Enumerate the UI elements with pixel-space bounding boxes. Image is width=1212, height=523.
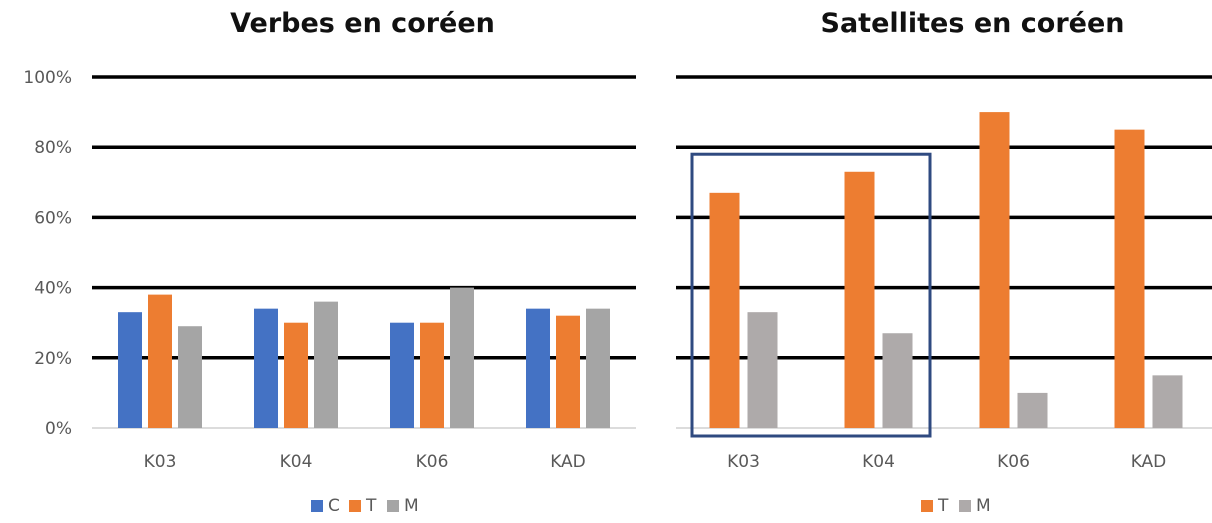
x-tick-label: KAD: [550, 452, 586, 472]
bar-C-K03: [118, 312, 142, 428]
legend-label-C: C: [328, 496, 340, 516]
bar-M-KAD: [1152, 375, 1183, 428]
bar-T-KAD: [1114, 129, 1145, 428]
legend-label-M: M: [976, 496, 991, 516]
bar-C-K04: [254, 308, 278, 428]
legend-label-T: T: [365, 496, 377, 516]
bar-T-K04: [284, 322, 308, 428]
legend-swatch-T: [921, 500, 933, 512]
x-tick-label: KAD: [1131, 452, 1167, 472]
bar-T-K03: [709, 192, 740, 428]
y-tick-label: 100%: [23, 68, 72, 88]
legend-label-M: M: [404, 496, 419, 516]
bar-C-K06: [390, 322, 414, 428]
bar-M-K06: [450, 287, 474, 428]
x-tick-label: K06: [997, 452, 1030, 472]
bar-T-K03: [148, 294, 172, 428]
bar-C-KAD: [526, 308, 550, 428]
x-tick-label: K04: [280, 452, 313, 472]
bar-T-K06: [420, 322, 444, 428]
y-tick-label: 0%: [45, 419, 72, 439]
bar-M-K04: [882, 333, 913, 428]
x-tick-label: K03: [727, 452, 760, 472]
x-tick-label: K04: [862, 452, 895, 472]
bar-T-KAD: [556, 315, 580, 428]
legend-swatch-M: [959, 500, 971, 512]
legend-swatch-M: [387, 500, 399, 512]
x-tick-label: K06: [416, 452, 449, 472]
y-tick-label: 40%: [34, 279, 72, 299]
bar-T-K06: [979, 112, 1010, 428]
bar-M-K03: [747, 312, 778, 428]
x-tick-label: K03: [144, 452, 177, 472]
legend-swatch-C: [311, 500, 323, 512]
chart-title-verbes: Verbes en coréen: [230, 8, 495, 39]
highlight-box: [690, 152, 932, 438]
legend-swatch-T: [349, 500, 361, 512]
legend-label-T: T: [937, 496, 949, 516]
bar-M-K03: [178, 326, 202, 428]
bar-T-K04: [844, 171, 875, 428]
y-tick-label: 60%: [34, 208, 72, 228]
y-tick-label: 20%: [34, 349, 72, 369]
bar-M-K04: [314, 301, 338, 428]
chart-title-satellites: Satellites en coréen: [820, 8, 1125, 39]
bar-M-K06: [1017, 392, 1048, 428]
bar-M-KAD: [586, 308, 610, 428]
y-tick-label: 80%: [34, 138, 72, 158]
